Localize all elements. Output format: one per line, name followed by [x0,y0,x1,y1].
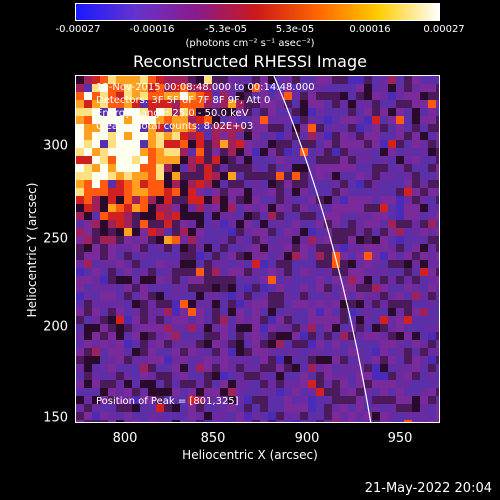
colorbar-tick: 5.3e-05 [275,24,315,35]
time-range-text: 13-Nov-2015 00:08:48.000 to 00:14:48.000 [96,82,315,93]
x-axis-label: Heliocentric X (arcsec) [182,448,318,462]
y-tick-label: 250 [43,231,68,247]
colorbar-tick: -5.3e-05 [205,24,247,35]
peak-position-text: Position of Peak = [801,325] [96,396,239,407]
y-tick-label: 150 [43,410,68,426]
intensity-map [76,76,439,422]
colorbar-tick: 0.00027 [423,24,465,35]
colorbar-tick: -0.00016 [129,24,175,35]
detectors-text: Detectors: 3F 5F 6F 7F 8F 9F, Att 0 [96,95,271,106]
image-plot[interactable]: 13-Nov-2015 00:08:48.000 to 00:14:48.000… [75,75,440,423]
x-tick-label: 950 [387,431,413,446]
energy-range-text: Energy Range: 25.0 - 50.0 keV [96,108,249,119]
x-tick-label: 800 [112,431,138,446]
y-tick-label: 300 [43,138,68,154]
colorbar-tick: 0.00016 [349,24,391,35]
timestamp: 21-May-2022 20:04 [364,481,492,496]
colorbar [75,3,440,21]
x-tick-label: 900 [294,431,320,446]
x-tick-label: 850 [200,431,226,446]
y-axis-label: Heliocentric Y (arcsec) [25,182,39,318]
plot-title: Reconstructed RHESSI Image [133,52,367,71]
solar-limb-line [273,76,372,422]
colorbar-tick: -0.00027 [55,24,101,35]
clean-counts-text: Clean Total counts: 8.02E+03 [96,121,254,132]
colorbar-units: (photons cm⁻² s⁻¹ asec⁻²) [185,38,315,49]
y-tick-label: 200 [43,319,68,335]
